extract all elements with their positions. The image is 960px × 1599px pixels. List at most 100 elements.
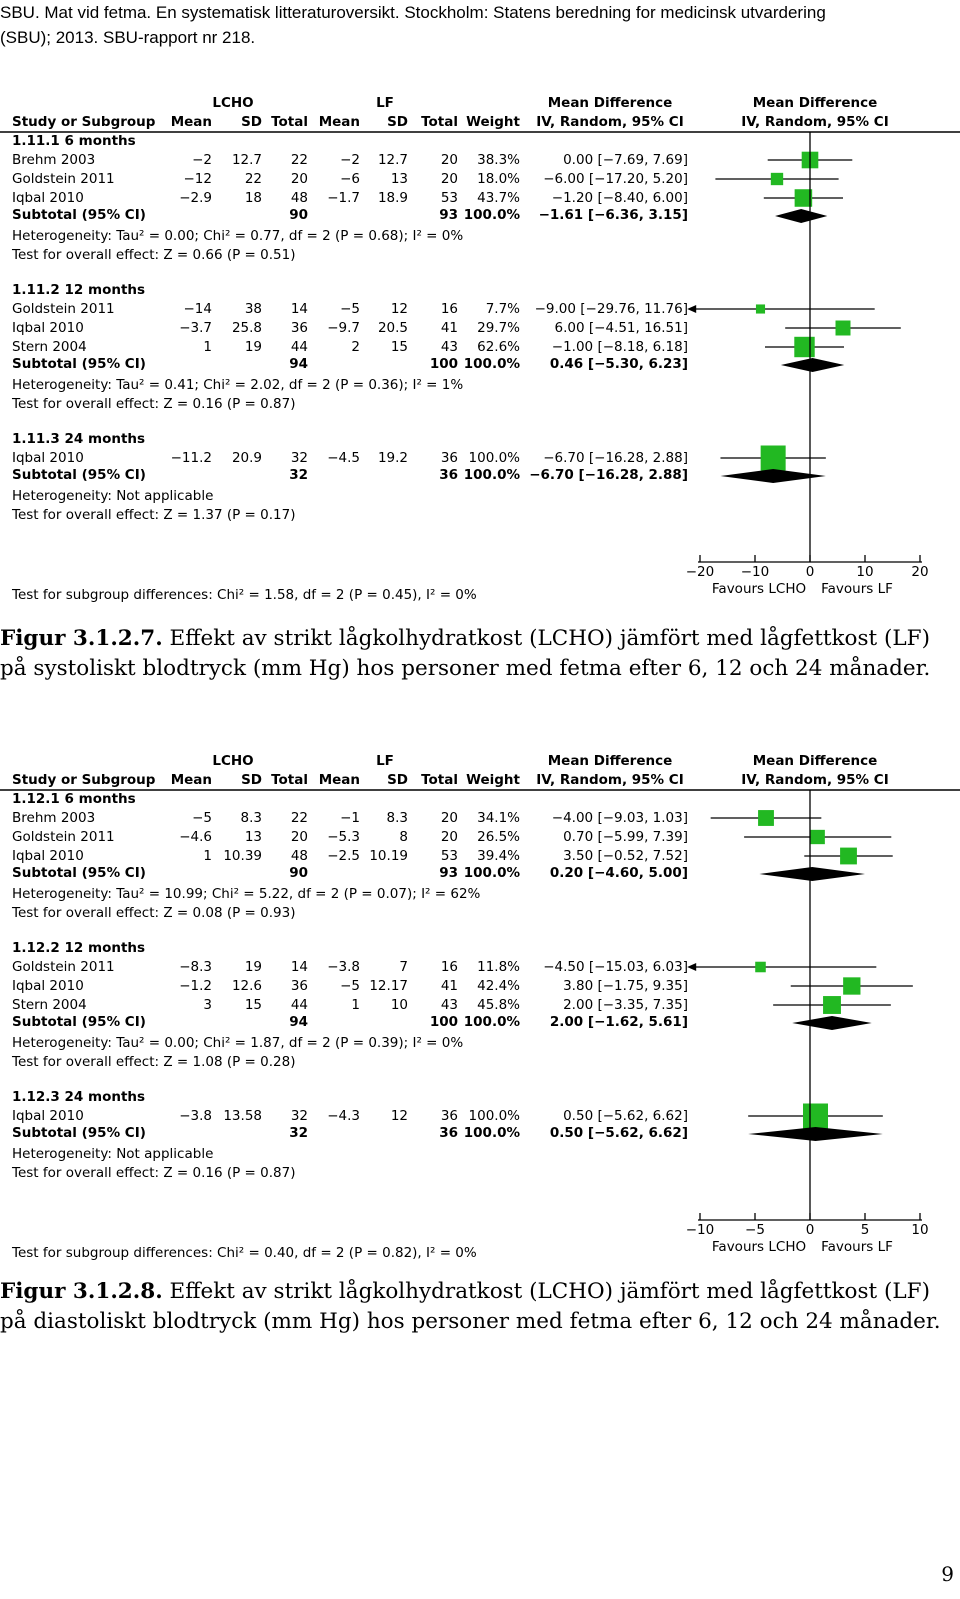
- group-header-lf: LF: [376, 95, 394, 111]
- overall-effect-text: Test for overall effect: Z = 0.16 (P = 0…: [12, 1165, 296, 1181]
- forest-plot-diastolic: LCHO LF Mean Difference Mean Difference Stud…: [0, 748, 960, 1278]
- col-weight: Weight: [466, 772, 520, 788]
- study-weight: 100.0%: [468, 1108, 520, 1124]
- lf-sd: 18.9: [377, 190, 408, 206]
- header-line-2: (SBU); 2013. SBU-rapport nr 218.: [0, 28, 256, 47]
- overall-effect-text: Test for overall effect: Z = 1.08 (P = 0…: [12, 1054, 296, 1070]
- lcho-mean: 3: [203, 997, 212, 1013]
- lf-sd: 8.3: [386, 810, 408, 826]
- lf-total: 43: [440, 339, 458, 355]
- lcho-total: 22: [290, 152, 308, 168]
- study-ci: −4.00 [−9.03, 1.03]: [551, 810, 688, 826]
- lcho-sd: 15: [244, 997, 262, 1013]
- figure-caption-text: Effekt av strikt lågkolhydratkost (LCHO)…: [0, 1279, 941, 1334]
- forest-graphic: [0, 789, 960, 1221]
- col-mean-2: Mean: [318, 772, 360, 788]
- subgroup-label: 1.12.1 6 months: [12, 791, 136, 807]
- subgroup-differences-text: Test for subgroup differences: Chi² = 0.…: [12, 1245, 477, 1261]
- subtotal-lf-total: 100: [429, 356, 458, 372]
- study-name: Brehm 2003: [12, 810, 96, 826]
- study-ci: −9.00 [−29.76, 11.76]: [534, 301, 688, 317]
- group-header-lcho: LCHO: [212, 95, 254, 111]
- lcho-mean: −12: [183, 171, 213, 187]
- heterogeneity-text: Heterogeneity: Tau² = 0.41; Chi² = 2.02,…: [12, 377, 464, 393]
- study-marker: [843, 977, 861, 995]
- lcho-sd: 13: [244, 829, 262, 845]
- lcho-mean: −11.2: [170, 450, 212, 466]
- lcho-total: 22: [290, 810, 308, 826]
- lf-sd: 12.17: [369, 978, 408, 994]
- study-marker: [835, 320, 851, 336]
- lf-total: 36: [440, 1108, 458, 1124]
- favours-right-label: Favours LF: [821, 1239, 893, 1255]
- study-weight: 62.6%: [477, 339, 520, 355]
- plot-header-1: Mean Difference: [752, 753, 878, 769]
- study-marker: [755, 304, 766, 314]
- study-weight: 26.5%: [477, 829, 520, 845]
- lf-mean: −1: [340, 810, 360, 826]
- study-ci: −6.70 [−16.28, 2.88]: [543, 450, 688, 466]
- lf-mean: −1.7: [327, 190, 360, 206]
- lcho-mean: −1.2: [179, 978, 212, 994]
- overall-effect-text: Test for overall effect: Z = 0.16 (P = 0…: [12, 396, 296, 412]
- col-total-1: Total: [271, 772, 308, 788]
- subtotal-lcho-total: 32: [289, 467, 308, 483]
- lf-sd: 12: [390, 301, 408, 317]
- lf-sd: 12.7: [377, 152, 408, 168]
- lf-total: 41: [440, 978, 458, 994]
- x-tick-label: 0: [805, 1222, 815, 1238]
- lcho-total: 32: [290, 450, 308, 466]
- x-tick-label: 5: [860, 1222, 870, 1238]
- subtotal-lcho-total: 32: [289, 1125, 308, 1141]
- study-name: Goldstein 2011: [12, 959, 115, 975]
- heterogeneity-text: Heterogeneity: Tau² = 10.99; Chi² = 5.22…: [12, 886, 481, 902]
- lf-total: 20: [440, 171, 458, 187]
- overall-effect-text: Test for overall effect: Z = 0.08 (P = 0…: [12, 905, 296, 921]
- forest-graphic: [0, 131, 960, 563]
- x-tick-label: 10: [911, 1222, 929, 1238]
- lcho-sd: 12.6: [231, 978, 262, 994]
- x-tick-label: 10: [856, 564, 874, 580]
- lf-mean: −2: [340, 152, 360, 168]
- col-sd-2: SD: [387, 114, 408, 130]
- heterogeneity-text: Heterogeneity: Tau² = 0.00; Chi² = 1.87,…: [12, 1035, 464, 1051]
- lcho-total: 36: [290, 978, 308, 994]
- subtotal-lcho-total: 90: [289, 207, 308, 223]
- lf-total: 20: [440, 810, 458, 826]
- x-tick-label: −20: [685, 564, 715, 580]
- subtotal-ci: 2.00 [−1.62, 5.61]: [549, 1014, 688, 1030]
- study-ci: 3.50 [−0.52, 7.52]: [563, 848, 688, 864]
- study-ci: 0.50 [−5.62, 6.62]: [563, 1108, 688, 1124]
- col-sd-1: SD: [241, 114, 262, 130]
- subtotal-ci: −1.61 [−6.36, 3.15]: [538, 207, 688, 223]
- lcho-total: 20: [290, 171, 308, 187]
- plot-header-2: IV, Random, 95% CI: [741, 114, 889, 130]
- subgroup-label: 1.11.2 12 months: [12, 282, 146, 298]
- group-header-lf: LF: [376, 753, 394, 769]
- study-weight: 38.3%: [477, 152, 520, 168]
- subtotal-lf-total: 93: [439, 207, 458, 223]
- study-name: Iqbal 2010: [12, 190, 84, 206]
- subtotal-name: Subtotal (95% CI): [12, 467, 146, 483]
- group-header-lcho: LCHO: [212, 753, 254, 769]
- lf-total: 20: [440, 152, 458, 168]
- favours-left-label: Favours LCHO: [711, 581, 807, 597]
- subgroup-label: 1.12.3 24 months: [12, 1089, 146, 1105]
- subtotal-name: Subtotal (95% CI): [12, 1125, 146, 1141]
- overall-effect-text: Test for overall effect: Z = 1.37 (P = 0…: [12, 507, 296, 523]
- x-tick-label: −10: [740, 564, 770, 580]
- subtotal-diamond: [720, 469, 826, 483]
- lcho-sd: 38: [244, 301, 262, 317]
- figure-caption-text: Effekt av strikt lågkolhydratkost (LCHO)…: [0, 626, 931, 681]
- study-ci: 0.70 [−5.99, 7.39]: [563, 829, 688, 845]
- plot-header-2: IV, Random, 95% CI: [741, 772, 889, 788]
- col-study: Study or Subgroup: [12, 772, 156, 788]
- study-weight: 7.7%: [485, 301, 520, 317]
- lcho-sd: 20.9: [231, 450, 262, 466]
- figure-caption-diastolic: Figur 3.1.2.8. Effekt av strikt lågkolhy…: [0, 1277, 950, 1337]
- lcho-sd: 12.7: [231, 152, 262, 168]
- subtotal-lf-total: 100: [429, 1014, 458, 1030]
- lcho-total: 48: [290, 190, 308, 206]
- study-marker: [794, 189, 813, 207]
- x-tick-label: −10: [685, 1222, 715, 1238]
